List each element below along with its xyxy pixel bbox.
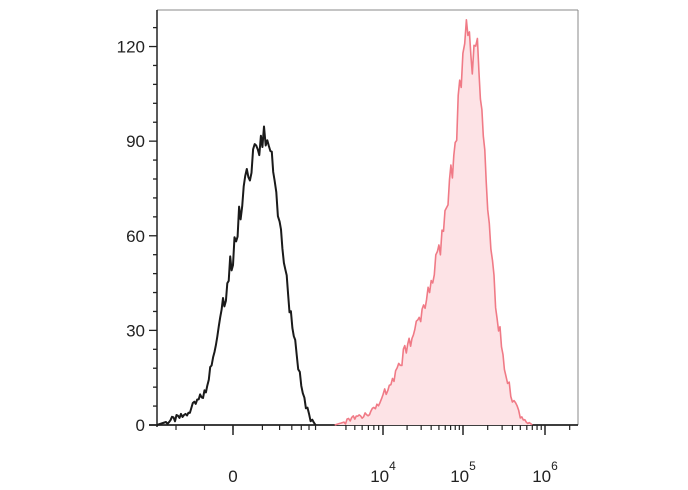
series-layer <box>156 19 533 426</box>
y-tick-label-60: 60 <box>126 227 145 246</box>
x-tick-label-exp6: 106 <box>532 459 558 486</box>
x-tick-exponent: 4 <box>389 459 396 473</box>
x-tick-label-exp5: 105 <box>450 459 476 486</box>
series-1-line <box>334 19 533 426</box>
x-tick-exponent: 6 <box>551 459 558 473</box>
series-0-line <box>156 125 317 426</box>
x-tick-base: 0 <box>228 467 237 486</box>
x-tick-exponent: 5 <box>469 459 476 473</box>
y-tick-label-90: 90 <box>126 132 145 151</box>
y-axis: 0 30 60 90 120 <box>117 26 157 435</box>
y-tick-label-30: 30 <box>126 321 145 340</box>
x-tick-base: 10 <box>450 467 469 486</box>
x-tick-label-0: 0 <box>228 467 237 486</box>
y-tick-label-0: 0 <box>136 416 145 435</box>
x-tick-label-exp4: 104 <box>370 459 396 486</box>
axes <box>149 9 579 427</box>
y-tick-label-120: 120 <box>117 38 145 57</box>
series-1-area <box>334 19 533 426</box>
x-tick-base: 10 <box>532 467 551 486</box>
x-tick-base: 10 <box>370 467 389 486</box>
